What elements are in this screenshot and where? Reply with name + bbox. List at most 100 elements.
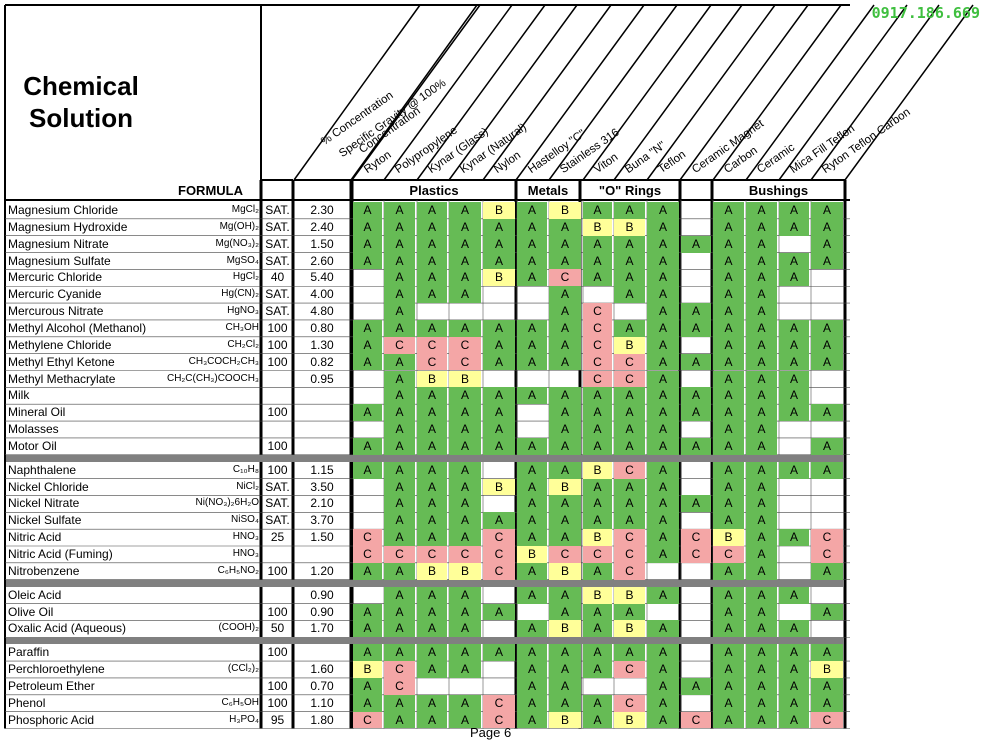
chemical-formula: C₆H₅OH (221, 696, 259, 708)
compatibility-rating: A (713, 319, 744, 337)
compatibility-rating: C (583, 370, 612, 388)
compatibility-rating: A (384, 303, 415, 320)
compatibility-rating: B (417, 562, 447, 580)
compatibility-rating (483, 678, 515, 695)
specific-gravity-value: 4.00 (310, 287, 334, 302)
chemical-formula: C₁₀H₈ (232, 463, 259, 475)
compatibility-rating: A (517, 495, 547, 513)
concentration-value: SAT. (265, 513, 290, 528)
compatibility-rating: A (583, 202, 612, 219)
compatibility-rating: A (746, 404, 777, 422)
compatibility-rating (549, 371, 581, 388)
compatibility-rating: A (746, 478, 777, 496)
compatibility-rating: A (449, 694, 481, 712)
compatibility-rating: A (449, 286, 481, 304)
compatibility-rating: A (417, 711, 447, 729)
compatibility-rating: A (353, 437, 382, 455)
compatibility-rating: A (746, 586, 777, 604)
compatibility-rating (614, 303, 645, 320)
chemical-formula: HNO₃ (232, 531, 259, 543)
chemical-name: Molasses (8, 422, 59, 437)
compatibility-rating: A (614, 202, 645, 219)
chemical-formula: MgSO₄ (226, 254, 259, 266)
compatibility-rating (647, 563, 679, 580)
compatibility-rating: A (647, 235, 679, 253)
compatibility-rating: B (614, 336, 645, 354)
compatibility-rating: A (647, 437, 679, 455)
compatibility-rating: A (647, 421, 679, 438)
compatibility-rating: A (417, 437, 447, 455)
compatibility-rating: A (449, 711, 481, 729)
compatibility-rating: C (583, 353, 612, 371)
compatibility-rating: A (681, 303, 711, 320)
compatibility-rating: A (614, 603, 645, 621)
compatibility-rating: A (449, 218, 481, 236)
compatibility-rating: A (779, 677, 809, 695)
compatibility-rating: A (779, 269, 809, 287)
compatibility-rating: A (746, 370, 777, 388)
compatibility-rating: A (746, 461, 777, 479)
compatibility-rating: A (713, 677, 744, 695)
compatibility-rating: C (353, 711, 382, 729)
compatibility-rating (779, 286, 809, 303)
compatibility-rating: A (417, 404, 447, 422)
compatibility-rating: C (384, 661, 415, 678)
compatibility-rating: A (384, 370, 415, 388)
compatibility-rating: A (746, 336, 777, 354)
compatibility-rating: A (713, 252, 744, 270)
compatibility-rating: A (614, 252, 645, 270)
compatibility-rating: A (449, 387, 481, 405)
compatibility-rating: A (647, 478, 679, 496)
specific-gravity-value: 5.40 (310, 270, 334, 285)
compatibility-rating: A (417, 529, 447, 546)
compatibility-rating: B (614, 620, 645, 638)
compatibility-rating: C (549, 269, 581, 287)
concentration-value: 50 (270, 621, 285, 636)
specific-gravity-value: 0.90 (310, 604, 334, 619)
specific-gravity-value: 1.15 (310, 462, 334, 477)
compatibility-rating: B (483, 269, 515, 287)
compatibility-rating: C (583, 336, 612, 354)
compatibility-rating: A (614, 235, 645, 253)
compatibility-rating (647, 604, 679, 621)
compatibility-rating: A (517, 235, 547, 253)
chemical-name: Mercurous Nitrate (8, 304, 104, 319)
compatibility-rating: A (384, 387, 415, 405)
chemical-name: Mineral Oil (8, 405, 66, 420)
compatibility-rating: A (811, 319, 843, 337)
compatibility-rating: A (384, 235, 415, 253)
compatibility-rating: A (517, 478, 547, 496)
compatibility-rating: A (583, 437, 612, 455)
compatibility-rating: C (811, 546, 843, 563)
compatibility-rating: A (713, 370, 744, 388)
compatibility-rating (779, 438, 809, 455)
compatibility-rating: A (384, 461, 415, 479)
compatibility-rating (681, 695, 711, 712)
compatibility-rating (681, 620, 711, 637)
chemical-formula: HgCl₂ (232, 271, 259, 283)
compatibility-rating: B (549, 478, 581, 496)
material-group-header: Bushings (748, 183, 809, 198)
compatibility-rating: A (811, 404, 843, 422)
material-group-header: Plastics (409, 183, 459, 198)
concentration-value: 100 (267, 405, 288, 420)
compatibility-rating: A (811, 235, 843, 253)
compatibility-rating (353, 387, 382, 404)
compatibility-rating: C (811, 529, 843, 546)
chemical-name: Methyl Methacrylate (8, 371, 116, 386)
concentration-value: 100 (267, 695, 288, 710)
compatibility-rating: C (384, 336, 415, 354)
compatibility-rating: A (449, 620, 481, 638)
compatibility-rating: A (779, 202, 809, 219)
compatibility-rating: A (713, 421, 744, 438)
compatibility-rating: A (713, 461, 744, 479)
compatibility-rating: A (417, 603, 447, 621)
compatibility-rating: A (417, 286, 447, 304)
compatibility-rating: A (647, 336, 679, 354)
compatibility-rating: A (353, 461, 382, 479)
compatibility-rating: A (417, 644, 447, 662)
page-title: Chemical Solution (6, 70, 156, 134)
compatibility-rating: B (549, 620, 581, 638)
compatibility-rating (583, 286, 612, 303)
compatibility-rating: A (417, 461, 447, 479)
